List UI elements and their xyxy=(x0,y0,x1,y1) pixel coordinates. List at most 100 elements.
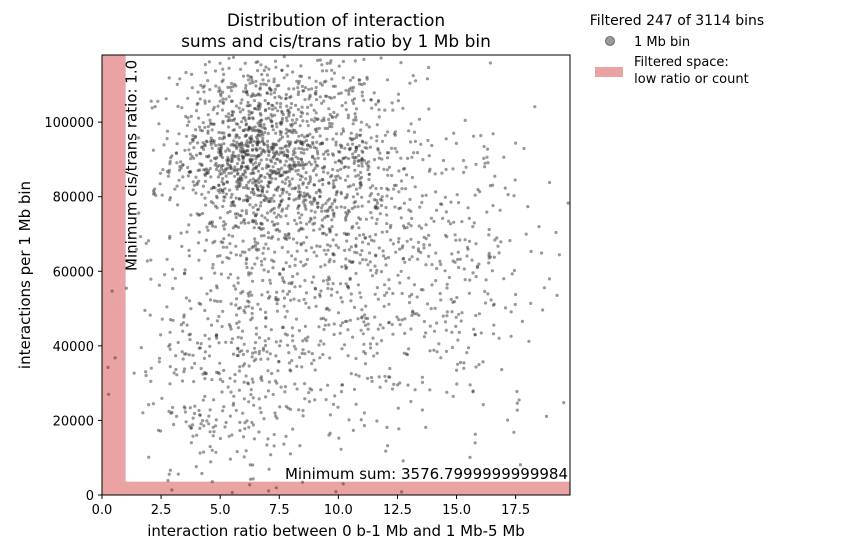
data-point xyxy=(324,318,328,322)
data-point xyxy=(268,352,272,356)
data-point xyxy=(283,385,287,389)
data-point xyxy=(222,199,226,203)
data-point xyxy=(244,165,248,169)
data-point xyxy=(450,252,454,256)
data-point xyxy=(387,321,391,325)
data-point xyxy=(187,148,191,152)
data-point xyxy=(472,134,476,138)
data-point xyxy=(319,265,323,269)
data-point xyxy=(492,255,496,259)
data-point xyxy=(220,131,224,135)
data-point xyxy=(226,119,230,123)
data-point xyxy=(351,142,355,146)
data-point xyxy=(308,132,312,136)
data-point xyxy=(270,107,275,111)
data-point xyxy=(379,270,384,274)
data-point xyxy=(106,365,110,369)
data-point xyxy=(359,128,363,132)
data-point xyxy=(244,153,248,157)
data-point xyxy=(313,127,317,132)
data-point xyxy=(336,169,340,173)
data-point xyxy=(377,375,381,379)
data-point xyxy=(354,236,358,241)
data-point xyxy=(309,103,313,107)
data-point xyxy=(457,201,461,205)
data-point xyxy=(295,79,299,83)
data-point xyxy=(254,147,258,151)
data-point xyxy=(229,81,234,86)
data-point xyxy=(270,124,274,128)
data-point xyxy=(280,180,284,184)
data-point xyxy=(349,299,353,303)
data-point xyxy=(227,115,231,119)
data-point xyxy=(297,299,301,303)
data-point xyxy=(297,184,301,188)
data-point xyxy=(173,187,177,191)
data-point xyxy=(445,310,449,314)
data-point xyxy=(289,298,293,302)
data-point xyxy=(234,196,238,200)
data-point xyxy=(292,113,296,117)
data-point xyxy=(252,220,256,224)
data-point xyxy=(280,146,284,150)
data-point xyxy=(346,354,350,358)
data-point xyxy=(326,126,330,131)
data-point xyxy=(291,427,295,431)
data-point xyxy=(202,356,206,360)
data-point xyxy=(302,151,306,155)
data-point xyxy=(200,471,204,476)
data-point xyxy=(358,78,362,82)
data-point xyxy=(181,329,185,333)
data-point xyxy=(234,185,238,189)
data-point xyxy=(277,360,281,364)
data-point xyxy=(318,95,322,99)
data-point xyxy=(188,299,192,303)
data-point xyxy=(204,372,208,376)
data-point xyxy=(253,93,257,98)
data-point xyxy=(261,148,265,152)
data-point xyxy=(214,84,218,88)
data-point xyxy=(434,279,438,283)
data-point xyxy=(231,226,235,230)
data-point xyxy=(244,118,248,122)
data-point xyxy=(320,206,324,210)
data-point xyxy=(210,378,214,382)
data-point xyxy=(430,263,434,267)
data-point xyxy=(176,203,180,207)
data-point xyxy=(196,90,200,94)
data-point xyxy=(208,118,212,122)
data-point xyxy=(168,162,172,166)
data-point xyxy=(203,308,207,313)
data-point xyxy=(165,305,169,309)
data-point xyxy=(243,61,247,65)
data-point xyxy=(512,194,516,198)
data-point xyxy=(444,167,448,172)
data-point xyxy=(264,195,268,200)
data-point xyxy=(473,333,477,337)
data-point xyxy=(263,339,267,343)
data-point xyxy=(218,136,222,140)
data-point xyxy=(239,253,243,257)
data-point xyxy=(472,327,476,331)
data-point xyxy=(188,338,192,342)
data-point xyxy=(340,265,344,269)
data-point xyxy=(221,409,225,413)
data-point xyxy=(311,135,315,139)
data-point xyxy=(384,449,388,453)
data-point xyxy=(237,197,242,201)
data-point xyxy=(246,198,250,202)
data-point xyxy=(299,114,303,119)
data-point xyxy=(409,399,413,404)
data-point xyxy=(332,95,336,99)
data-point xyxy=(239,67,243,71)
data-point xyxy=(537,225,541,229)
data-point xyxy=(250,377,254,381)
data-point xyxy=(292,87,296,91)
data-point xyxy=(383,283,387,287)
data-point xyxy=(156,99,160,103)
data-point xyxy=(252,154,256,158)
data-point xyxy=(203,99,207,103)
data-point xyxy=(364,161,369,165)
data-point xyxy=(415,295,419,299)
